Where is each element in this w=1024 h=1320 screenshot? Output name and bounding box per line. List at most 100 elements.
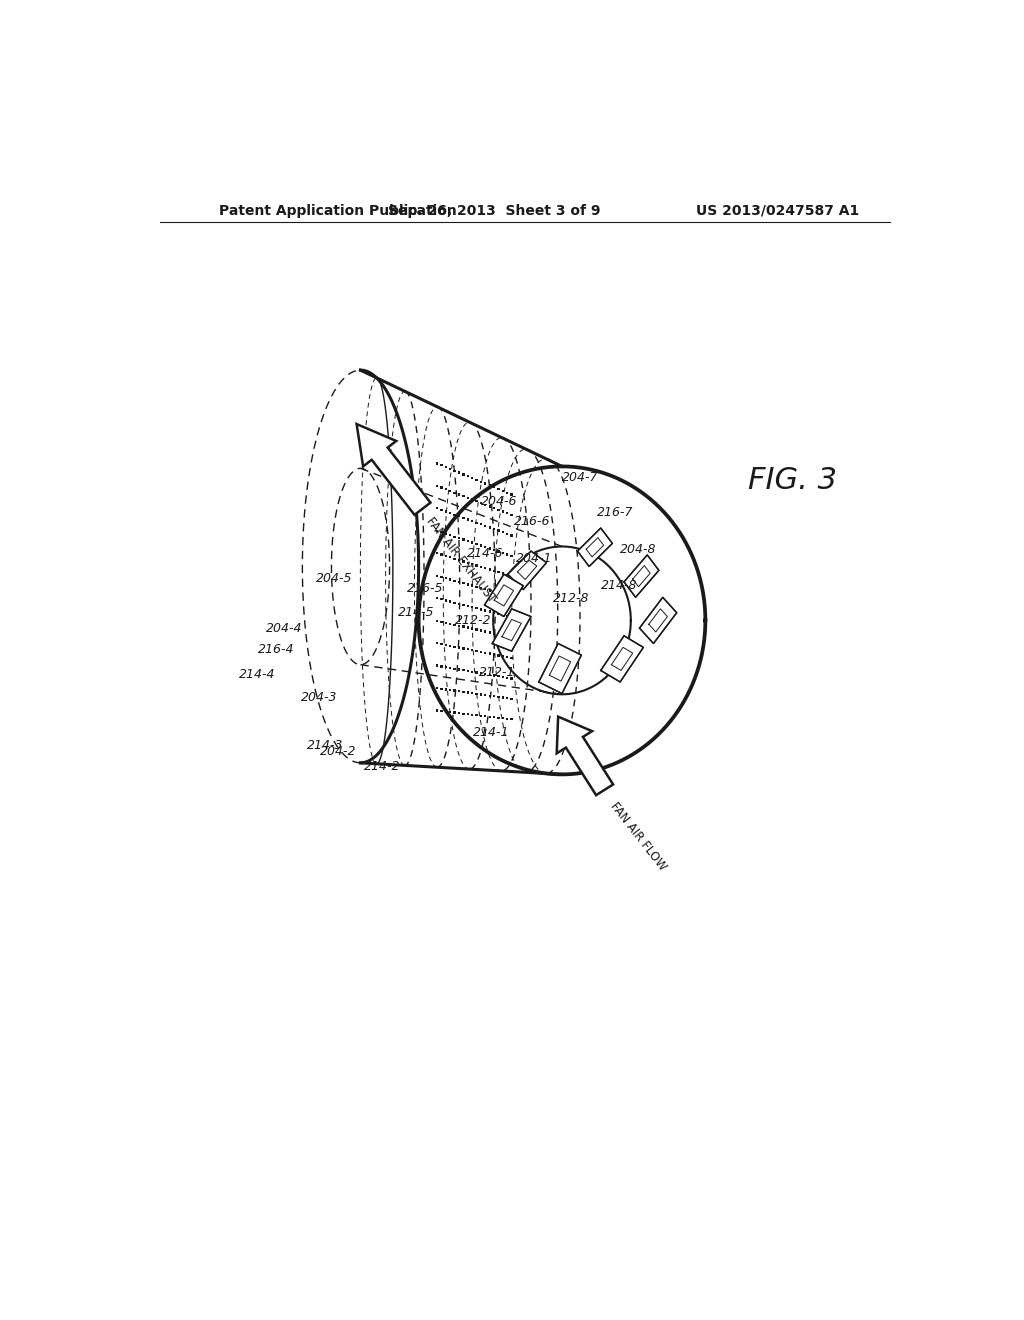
Bar	[493, 590, 496, 593]
Bar	[506, 512, 508, 515]
Bar	[471, 671, 473, 673]
Bar	[484, 673, 486, 675]
Bar	[498, 696, 500, 698]
Bar	[493, 715, 496, 718]
Bar	[444, 622, 447, 624]
Bar	[471, 692, 473, 694]
Bar	[493, 611, 496, 614]
Bar	[458, 537, 460, 540]
Bar	[436, 642, 438, 644]
Bar	[436, 574, 438, 577]
Bar	[488, 527, 490, 528]
Bar	[475, 543, 478, 545]
Bar	[475, 564, 478, 566]
Bar	[475, 479, 478, 480]
Bar	[450, 556, 452, 558]
Bar	[458, 690, 460, 693]
Bar	[467, 627, 469, 628]
Bar	[440, 465, 442, 466]
Bar	[454, 689, 456, 692]
Bar	[467, 605, 469, 607]
Bar	[484, 568, 486, 569]
Bar	[498, 612, 500, 615]
Bar	[493, 486, 496, 488]
Bar	[444, 644, 447, 645]
Bar	[454, 536, 456, 537]
Text: 204-5: 204-5	[316, 572, 352, 585]
Bar	[444, 688, 447, 690]
Bar	[454, 470, 456, 471]
Bar	[450, 535, 452, 536]
Bar	[471, 541, 473, 544]
Bar	[440, 508, 442, 511]
Bar	[471, 520, 473, 523]
Polygon shape	[578, 528, 612, 566]
Bar	[450, 689, 452, 692]
Text: 216-4: 216-4	[258, 643, 295, 656]
Bar	[480, 502, 482, 504]
Bar	[480, 523, 482, 525]
Bar	[450, 623, 452, 624]
Bar	[498, 572, 500, 573]
Bar	[510, 677, 513, 680]
Bar	[462, 560, 465, 562]
Bar	[458, 668, 460, 671]
Bar	[444, 667, 447, 668]
Bar	[444, 577, 447, 579]
Text: 214-6: 214-6	[467, 546, 504, 560]
Bar	[475, 672, 478, 673]
Bar	[480, 544, 482, 546]
Bar	[458, 711, 460, 714]
Polygon shape	[557, 717, 613, 795]
Text: Sep. 26, 2013  Sheet 3 of 9: Sep. 26, 2013 Sheet 3 of 9	[387, 203, 600, 218]
Bar	[436, 709, 438, 711]
Bar	[506, 553, 508, 556]
Bar	[506, 533, 508, 535]
Bar	[458, 624, 460, 627]
Bar	[502, 655, 504, 657]
Bar	[480, 651, 482, 653]
Bar	[484, 631, 486, 632]
Text: 204-1: 204-1	[515, 552, 552, 565]
Text: FAN AIR EXHAUST: FAN AIR EXHAUST	[424, 515, 498, 605]
Bar	[480, 480, 482, 483]
Bar	[484, 503, 486, 506]
Bar	[510, 576, 513, 577]
Bar	[506, 615, 508, 618]
Bar	[462, 474, 465, 475]
Bar	[502, 490, 504, 492]
Bar	[488, 590, 490, 591]
Bar	[506, 677, 508, 678]
Bar	[488, 506, 490, 508]
Text: 214-2: 214-2	[365, 760, 400, 774]
Bar	[450, 490, 452, 492]
Text: 214-4: 214-4	[239, 668, 275, 681]
Bar	[440, 598, 442, 601]
Bar	[450, 667, 452, 669]
Bar	[467, 496, 469, 499]
Bar	[475, 714, 478, 717]
Bar	[480, 693, 482, 696]
Bar	[480, 609, 482, 611]
Bar	[454, 711, 456, 714]
Bar	[510, 494, 513, 496]
Polygon shape	[624, 554, 658, 597]
Bar	[510, 698, 513, 700]
Bar	[454, 623, 456, 626]
Bar	[488, 694, 490, 697]
Bar	[471, 714, 473, 715]
Bar	[450, 711, 452, 713]
Bar	[502, 635, 504, 636]
Bar	[510, 535, 513, 537]
Bar	[444, 599, 447, 602]
Bar	[467, 519, 469, 520]
Bar	[510, 718, 513, 721]
Text: 214-5: 214-5	[397, 606, 434, 619]
Bar	[502, 676, 504, 678]
Bar	[440, 531, 442, 533]
Bar	[458, 494, 460, 495]
Bar	[484, 694, 486, 696]
Bar	[462, 626, 465, 628]
Bar	[484, 589, 486, 590]
Polygon shape	[601, 636, 643, 682]
